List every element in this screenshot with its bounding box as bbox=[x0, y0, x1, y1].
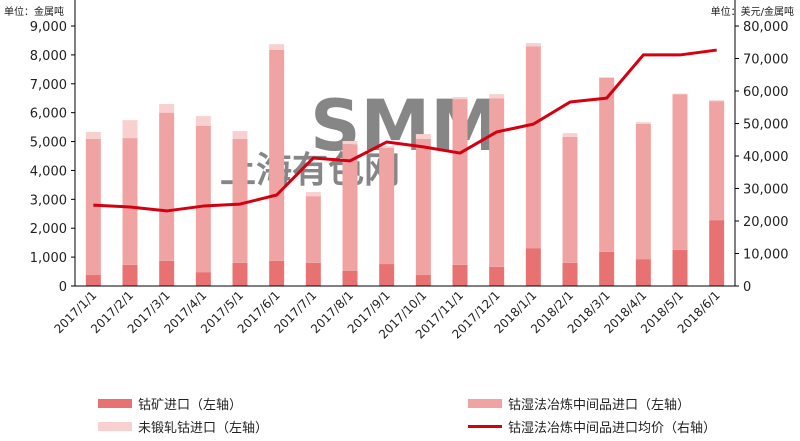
bar-intermediate bbox=[342, 144, 358, 271]
bar-intermediate bbox=[415, 138, 431, 276]
bar-unwrought bbox=[635, 122, 651, 124]
bar-ore bbox=[599, 251, 615, 286]
bar-unwrought bbox=[489, 94, 505, 99]
bar-ore bbox=[195, 272, 211, 286]
bar-unwrought bbox=[122, 120, 138, 139]
right-tick-label: 40,000 bbox=[743, 150, 789, 165]
bar-intermediate bbox=[269, 49, 285, 261]
left-tick-label: 3,000 bbox=[30, 193, 67, 208]
watermark-text: 上海有色网 bbox=[220, 150, 400, 191]
bar-unwrought bbox=[159, 104, 175, 113]
legend-label: 钴湿法冶炼中间品进口均价（右轴） bbox=[508, 421, 717, 436]
bar-intermediate bbox=[122, 138, 138, 265]
legend-line bbox=[468, 425, 502, 428]
bar-intermediate bbox=[562, 136, 578, 263]
bar-intermediate bbox=[379, 147, 395, 265]
bar-ore bbox=[342, 270, 358, 286]
bar-ore bbox=[489, 266, 505, 286]
bar-unwrought bbox=[525, 43, 541, 47]
bar-ore bbox=[709, 220, 725, 286]
legend-label: 钴湿法冶炼中间品进口（左轴） bbox=[508, 398, 691, 413]
left-tick-label: 5,000 bbox=[30, 136, 67, 151]
right-tick-label: 30,000 bbox=[743, 183, 789, 198]
legend-swatch bbox=[98, 422, 132, 431]
right-tick-label: 60,000 bbox=[743, 85, 789, 100]
bar-ore bbox=[269, 260, 285, 286]
bar-ore bbox=[415, 275, 431, 286]
bar-ore bbox=[635, 259, 651, 286]
bar-ore bbox=[85, 275, 101, 286]
bar-unwrought bbox=[85, 132, 101, 139]
bar-intermediate bbox=[525, 46, 541, 249]
left-tick-label: 1,000 bbox=[30, 251, 67, 266]
legend-item-ore: 钴矿进口（左轴） bbox=[98, 394, 242, 413]
bar-unwrought bbox=[452, 97, 468, 100]
right-tick-label: 10,000 bbox=[743, 248, 789, 263]
bar-intermediate bbox=[195, 125, 211, 273]
bar-unwrought bbox=[562, 133, 578, 137]
bar-ore bbox=[305, 262, 321, 286]
left-tick-label: 8,000 bbox=[30, 49, 67, 64]
bar-unwrought bbox=[379, 146, 395, 148]
left-tick-label: 7,000 bbox=[30, 78, 67, 93]
bar-ore bbox=[525, 248, 541, 286]
bar-intermediate bbox=[599, 78, 615, 252]
legend-item-price: 钴湿法冶炼中间品进口均价（右轴） bbox=[468, 417, 716, 436]
bar-unwrought bbox=[269, 44, 285, 50]
bar-ore bbox=[562, 262, 578, 286]
right-tick-label: 70,000 bbox=[743, 53, 789, 68]
bar-intermediate bbox=[709, 101, 725, 221]
left-tick-label: 6,000 bbox=[30, 107, 67, 122]
bar-unwrought bbox=[672, 93, 688, 95]
right-tick-label: 50,000 bbox=[743, 118, 789, 133]
bar-ore bbox=[379, 264, 395, 286]
left-tick-label: 9,000 bbox=[30, 20, 67, 35]
bar-intermediate bbox=[635, 123, 651, 260]
right-tick-label: 20,000 bbox=[743, 215, 789, 230]
bar-ore bbox=[122, 264, 138, 286]
watermark-logo: SMM bbox=[310, 85, 500, 167]
bar-ore bbox=[672, 249, 688, 286]
price-line bbox=[93, 48, 717, 213]
bar-intermediate bbox=[305, 196, 321, 263]
bar-intermediate bbox=[85, 138, 101, 276]
right-axis-unit: 单位：美元/金属吨 bbox=[710, 7, 794, 18]
left-axis-unit: 单位：金属吨 bbox=[4, 7, 64, 18]
legend-item-intermediate: 钴湿法冶炼中间品进口（左轴） bbox=[468, 394, 690, 413]
left-tick-label: 4,000 bbox=[30, 164, 67, 179]
bar-intermediate bbox=[159, 112, 175, 261]
legend-label: 钴矿进口（左轴） bbox=[138, 398, 243, 413]
bar-unwrought bbox=[232, 131, 248, 139]
left-tick-label: 2,000 bbox=[30, 222, 67, 237]
bar-intermediate bbox=[232, 138, 248, 263]
right-tick-label: 80,000 bbox=[743, 20, 789, 35]
bar-ore bbox=[452, 264, 468, 286]
bar-unwrought bbox=[599, 77, 615, 78]
bar-intermediate bbox=[672, 94, 688, 250]
right-tick-label: 0 bbox=[743, 280, 751, 295]
left-tick-label: 0 bbox=[59, 280, 67, 295]
bar-unwrought bbox=[195, 116, 211, 126]
bar-intermediate bbox=[452, 99, 468, 265]
bar-unwrought bbox=[709, 100, 725, 102]
legend-swatch bbox=[468, 399, 502, 408]
bar-ore bbox=[232, 262, 248, 286]
bar-intermediate bbox=[489, 98, 505, 267]
bar-unwrought bbox=[415, 134, 431, 139]
bar-unwrought bbox=[305, 192, 321, 197]
legend-item-unwrought: 未锻轧钴进口（左轴） bbox=[98, 417, 268, 436]
bar-unwrought bbox=[342, 140, 358, 145]
legend-swatch bbox=[98, 399, 132, 408]
legend-label: 未锻轧钴进口（左轴） bbox=[138, 421, 269, 436]
bar-ore bbox=[159, 260, 175, 286]
